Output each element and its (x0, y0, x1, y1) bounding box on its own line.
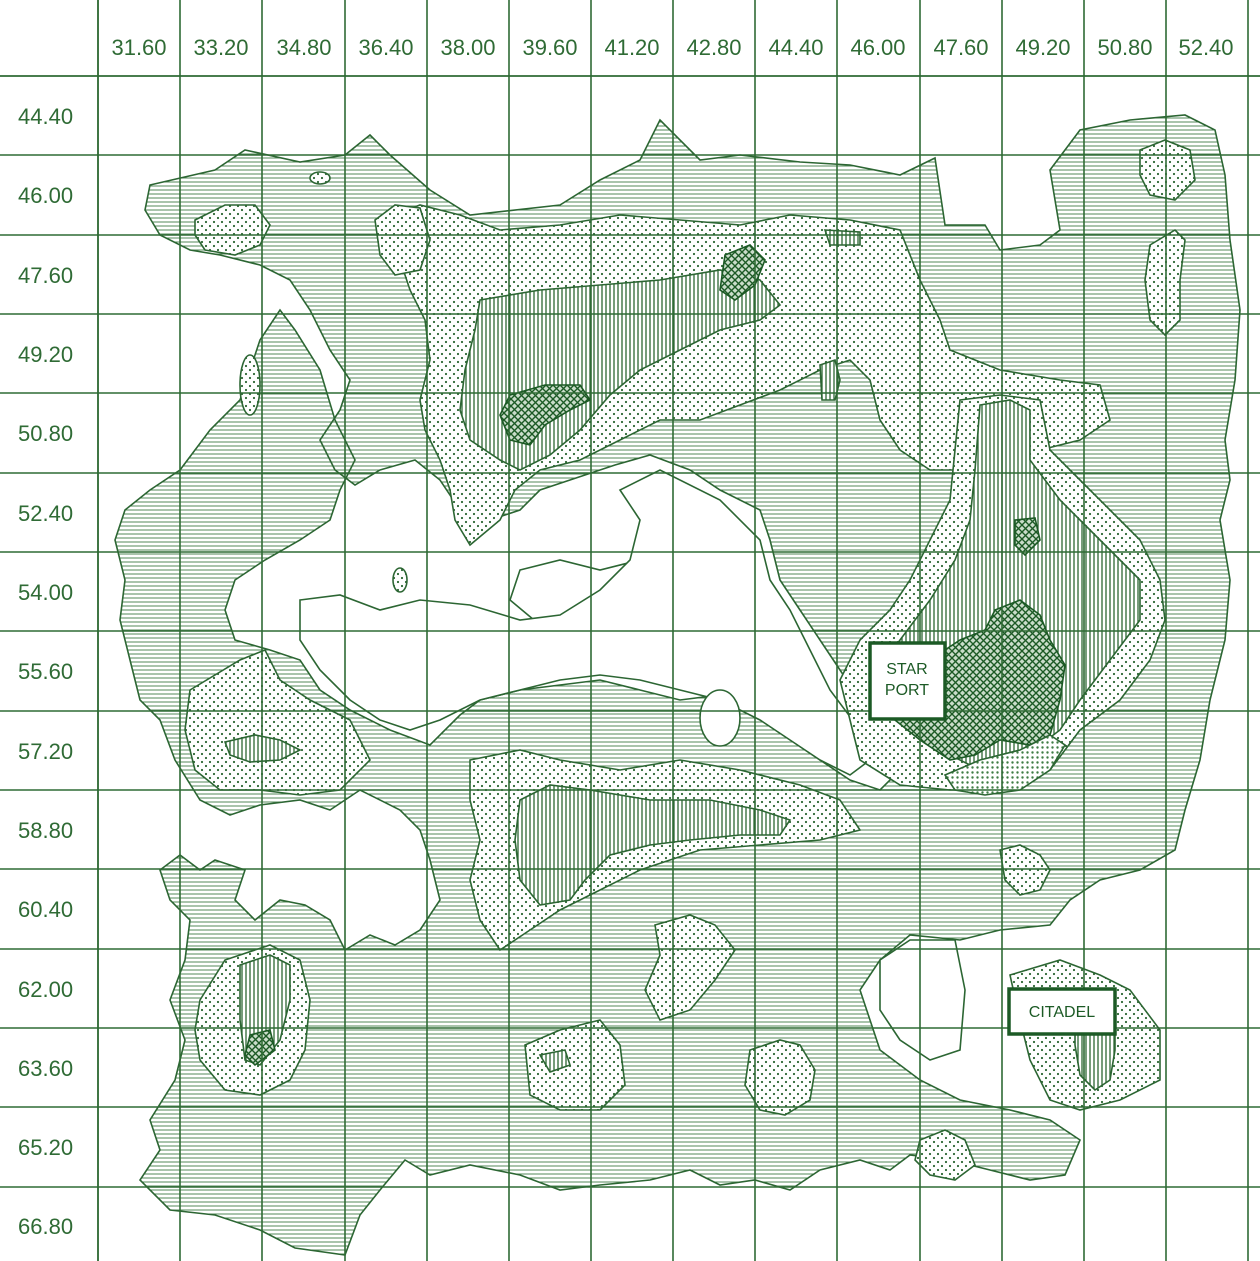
starport-label-line2: PORT (885, 682, 929, 699)
y-axis-labels: 44.40 46.00 47.60 49.20 50.80 52.40 54.0… (18, 104, 73, 1239)
y-tick-label: 54.00 (18, 580, 73, 605)
x-tick-label: 49.20 (1015, 35, 1070, 60)
y-tick-label: 52.40 (18, 501, 73, 526)
citadel-label: CITADEL (1029, 1004, 1095, 1021)
starport-marker[interactable]: STAR PORT (868, 641, 947, 721)
y-tick-label: 58.80 (18, 818, 73, 843)
terrain-water (299, 469, 966, 1061)
x-tick-label: 47.60 (933, 35, 988, 60)
x-tick-label: 39.60 (522, 35, 577, 60)
y-tick-label: 63.60 (18, 1056, 73, 1081)
y-tick-label: 50.80 (18, 421, 73, 446)
y-tick-label: 57.20 (18, 739, 73, 764)
x-tick-label: 42.80 (686, 35, 741, 60)
y-tick-label: 65.20 (18, 1135, 73, 1160)
citadel-marker[interactable]: CITADEL (1007, 987, 1117, 1036)
y-tick-label: 49.20 (18, 342, 73, 367)
x-tick-label: 31.60 (111, 35, 166, 60)
y-tick-label: 60.40 (18, 897, 73, 922)
x-tick-label: 36.40 (358, 35, 413, 60)
x-tick-label: 34.80 (276, 35, 331, 60)
x-tick-label: 52.40 (1178, 35, 1233, 60)
gutter-band (0, 77, 97, 1261)
x-tick-label: 38.00 (440, 35, 495, 60)
citadel-box[interactable] (1007, 987, 1117, 1036)
y-tick-label: 66.80 (18, 1214, 73, 1239)
y-tick-label: 47.60 (18, 263, 73, 288)
starport-label-line1: STAR (886, 661, 927, 678)
starport-box[interactable] (868, 641, 947, 721)
x-tick-label: 50.80 (1097, 35, 1152, 60)
header-band (99, 0, 1260, 75)
y-tick-label: 44.40 (18, 104, 73, 129)
y-tick-label: 62.00 (18, 977, 73, 1002)
y-tick-label: 55.60 (18, 659, 73, 684)
x-tick-label: 41.20 (604, 35, 659, 60)
x-axis-labels: 31.60 33.20 34.80 36.40 38.00 39.60 41.2… (111, 35, 1233, 60)
terrain-plain (943, 734, 1067, 796)
x-tick-label: 44.40 (768, 35, 823, 60)
y-tick-label: 46.00 (18, 183, 73, 208)
x-tick-label: 46.00 (850, 35, 905, 60)
x-tick-label: 33.20 (193, 35, 248, 60)
